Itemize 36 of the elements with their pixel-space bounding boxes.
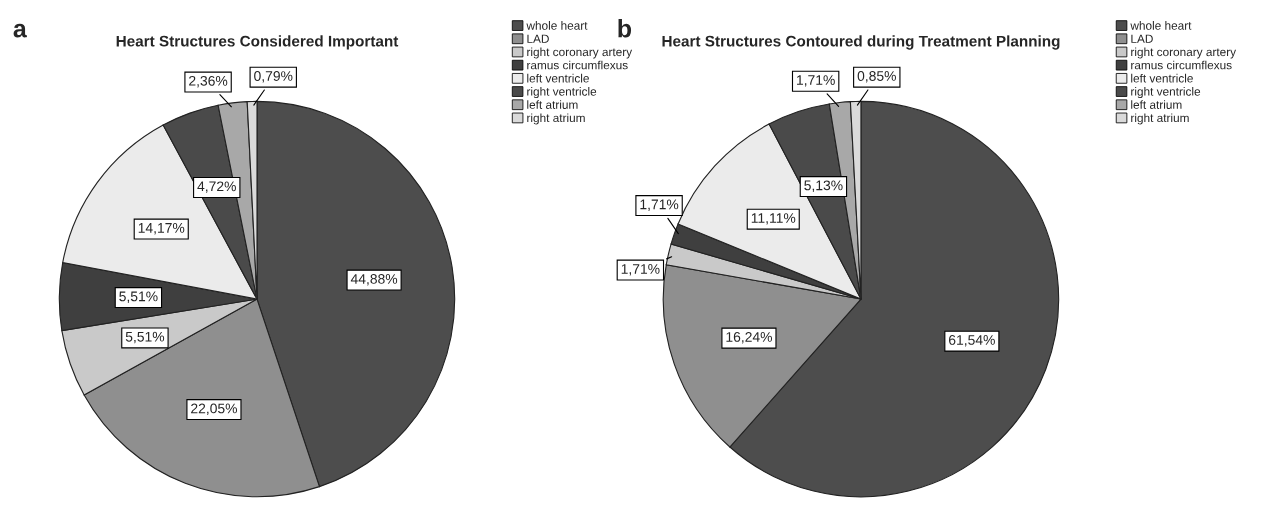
legend-label: left atrium (1131, 100, 1182, 109)
data-label: 44,88% (350, 273, 398, 286)
data-label: 4,72% (197, 181, 236, 193)
legend-label: right atrium (1131, 113, 1189, 125)
data-label: 2,36% (189, 75, 228, 88)
legend-label: whole heart (526, 21, 588, 30)
data-label: 0,85% (857, 71, 896, 83)
data-label: 14,17% (138, 223, 185, 235)
data-label: 22,05% (191, 403, 238, 415)
data-label: 5,51% (119, 291, 158, 303)
data-label: 11,11% (751, 213, 796, 225)
text: b (618, 19, 632, 38)
legend-label: LAD (1131, 34, 1153, 43)
data-label: 0,79% (254, 71, 293, 83)
legend-label: right coronary artery (1131, 47, 1237, 59)
data-label: 61,54% (949, 335, 995, 347)
data-label: 1,71% (797, 75, 835, 87)
data-label: 5,13% (804, 180, 843, 192)
legend-label: ramus circumflexus (527, 60, 628, 70)
legend-label: left atrium (527, 100, 578, 109)
legend-label: right ventricle (527, 87, 597, 99)
data-label: 16,24% (726, 332, 773, 344)
legend-label: ramus circumflexus (1131, 60, 1232, 70)
legend-label: right coronary artery (527, 47, 633, 59)
data-label: 5,51% (125, 331, 165, 344)
text: a (13, 23, 27, 38)
legend-label: right atrium (527, 113, 585, 125)
legend-label: whole heart (1130, 21, 1192, 30)
legend-label: LAD (527, 34, 549, 43)
data-label: 1,71% (640, 199, 679, 211)
text: Heart Structures Considered Important (116, 35, 399, 50)
data-label: 1,71% (621, 264, 660, 276)
legend-label: right ventricle (1131, 87, 1201, 99)
legend-label: left ventricle (1131, 73, 1193, 83)
legend-label: left ventricle (527, 73, 589, 83)
text: Heart Structures Contoured during Treatment Planning (662, 35, 1060, 50)
